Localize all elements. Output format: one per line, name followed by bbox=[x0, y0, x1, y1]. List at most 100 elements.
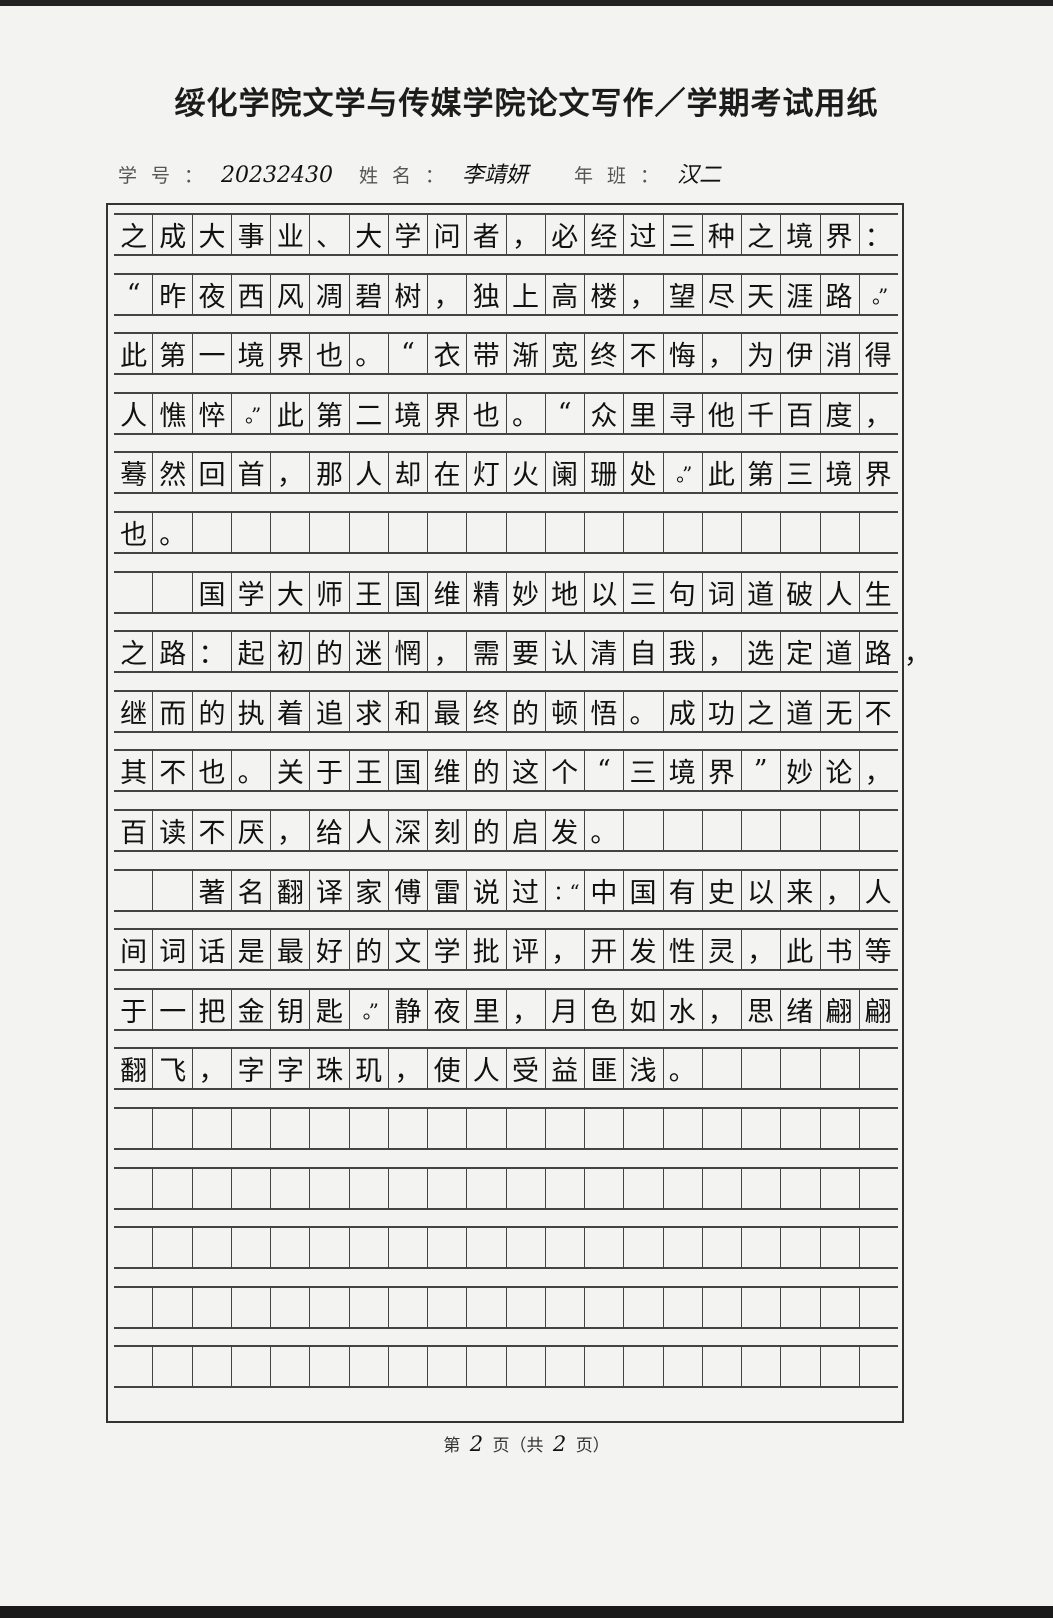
essay-char: 性 bbox=[668, 937, 696, 969]
essay-char: 者 bbox=[472, 222, 500, 253]
essay-char: 说 bbox=[472, 877, 500, 909]
photo-top-edge bbox=[0, 0, 1053, 6]
essay-char: 带 bbox=[472, 341, 500, 373]
grid-cell bbox=[858, 334, 898, 374]
essay-char bbox=[114, 869, 153, 912]
grid-cell bbox=[623, 691, 662, 731]
grid-cell bbox=[505, 989, 545, 1029]
grid-cell bbox=[348, 870, 388, 910]
grid-cell bbox=[152, 1228, 191, 1268]
grid-cell bbox=[662, 870, 702, 910]
grid-cell bbox=[584, 1347, 623, 1387]
grid-cell bbox=[152, 513, 191, 552]
essay-char: 深 bbox=[394, 818, 422, 849]
essay-char: 发 bbox=[551, 818, 579, 849]
essay-char: 此 bbox=[786, 937, 814, 969]
grid-cell bbox=[191, 811, 231, 850]
grid-cell bbox=[114, 1347, 152, 1386]
grid-row bbox=[114, 272, 898, 316]
grid-cell bbox=[819, 1347, 859, 1387]
grid-cell bbox=[623, 215, 662, 254]
grid-cell bbox=[544, 1168, 584, 1208]
grid-cell bbox=[427, 1287, 466, 1327]
grid-cell bbox=[230, 811, 270, 850]
grid-cell bbox=[584, 274, 623, 314]
grid-cell bbox=[701, 751, 741, 791]
essay-char: 终 bbox=[472, 698, 500, 730]
essay-char: 然 bbox=[159, 460, 187, 492]
essay-char: 。 bbox=[629, 698, 657, 730]
grid-cell bbox=[858, 453, 898, 493]
essay-char: 最 bbox=[276, 937, 304, 969]
essay-char: 境 bbox=[237, 341, 265, 373]
grid-cell bbox=[505, 870, 545, 910]
grid-cell bbox=[348, 751, 388, 791]
essay-char: 著 bbox=[198, 877, 226, 909]
essay-char: ， bbox=[864, 400, 892, 432]
grid-cell bbox=[270, 274, 309, 314]
essay-line: 其不也。关于王国维的这个 “ 三境界 ” 妙论 ， bbox=[114, 749, 898, 792]
essay-char: 。 bbox=[590, 818, 618, 849]
essay-line: 间词话是最好的文学批评 ， 开发性灵 ， 此书等 bbox=[114, 928, 898, 971]
essay-char: 维 bbox=[433, 579, 461, 611]
essay-char: 此 bbox=[707, 460, 735, 492]
grid-cell bbox=[191, 632, 231, 672]
essay-char: 色 bbox=[590, 996, 618, 1028]
student-id-value: 20232430 bbox=[221, 163, 333, 188]
grid-cell bbox=[819, 513, 859, 552]
grid-row bbox=[114, 451, 898, 495]
grid-cell bbox=[544, 1049, 584, 1089]
grid-cell bbox=[309, 989, 348, 1029]
grid-cell bbox=[387, 334, 427, 374]
grid-row bbox=[114, 213, 898, 256]
grid-cell bbox=[544, 572, 584, 612]
essay-char: 认 bbox=[551, 639, 579, 671]
grid-cell bbox=[152, 870, 191, 910]
grid-cell bbox=[309, 572, 348, 612]
grid-cell bbox=[152, 215, 191, 254]
grid-cell bbox=[152, 811, 191, 850]
grid-cell bbox=[662, 989, 702, 1029]
essay-char: 之 bbox=[120, 222, 148, 253]
grid-cell bbox=[780, 1347, 819, 1387]
essay-char: 妙 bbox=[511, 579, 539, 611]
grid-cell bbox=[741, 751, 780, 791]
essay-char: 译 bbox=[316, 877, 344, 909]
grid-cell bbox=[819, 274, 859, 314]
grid-cell bbox=[544, 334, 584, 374]
grid-cell bbox=[270, 453, 309, 493]
grid-cell bbox=[427, 215, 466, 254]
essay-char: 不 bbox=[198, 818, 226, 849]
essay-char: 把 bbox=[198, 996, 226, 1028]
essay-char: 以 bbox=[747, 877, 775, 909]
grid-cell bbox=[427, 1109, 466, 1148]
essay-char: 天 bbox=[747, 281, 775, 313]
grid-cell bbox=[466, 1049, 505, 1089]
grid-cell bbox=[427, 1228, 466, 1268]
grid-cell bbox=[230, 513, 270, 552]
essay-char: 关 bbox=[276, 758, 304, 790]
grid-cell bbox=[741, 930, 780, 970]
grid-cell bbox=[819, 632, 859, 672]
essay-char: ， bbox=[276, 460, 304, 492]
grid-cell bbox=[348, 1347, 388, 1387]
essay-char: 千 bbox=[747, 400, 775, 432]
grid-cell bbox=[191, 513, 231, 552]
essay-char: ， bbox=[864, 758, 892, 790]
grid-cell bbox=[505, 811, 545, 850]
grid-cell bbox=[348, 513, 388, 552]
grid-cell bbox=[191, 1228, 231, 1268]
essay-char: 妙 bbox=[786, 758, 814, 790]
grid-cell bbox=[270, 870, 309, 910]
grid-cell bbox=[230, 334, 270, 374]
page-footer: 第 2 页（共 2 页） bbox=[0, 1431, 1053, 1456]
grid-cell bbox=[427, 811, 466, 850]
essay-char: 众 bbox=[590, 400, 618, 432]
grid-cell bbox=[505, 632, 545, 672]
essay-char: 大 bbox=[276, 579, 304, 611]
grid-cell bbox=[191, 1049, 231, 1089]
grid-cell bbox=[427, 513, 466, 552]
grid-cell bbox=[544, 1109, 584, 1148]
grid-cell bbox=[191, 751, 231, 791]
grid-cell bbox=[191, 1347, 231, 1387]
